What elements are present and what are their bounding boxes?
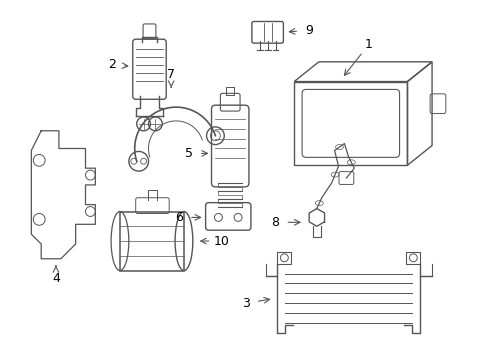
Text: 4: 4 — [52, 272, 60, 285]
Text: 7: 7 — [167, 68, 175, 81]
Text: 2: 2 — [108, 58, 116, 71]
Text: 9: 9 — [305, 24, 312, 37]
Text: 1: 1 — [365, 38, 372, 51]
Text: 10: 10 — [213, 235, 229, 248]
Text: 6: 6 — [175, 211, 183, 224]
Text: 3: 3 — [242, 297, 249, 310]
Text: 5: 5 — [184, 147, 192, 160]
Text: 8: 8 — [271, 216, 279, 229]
